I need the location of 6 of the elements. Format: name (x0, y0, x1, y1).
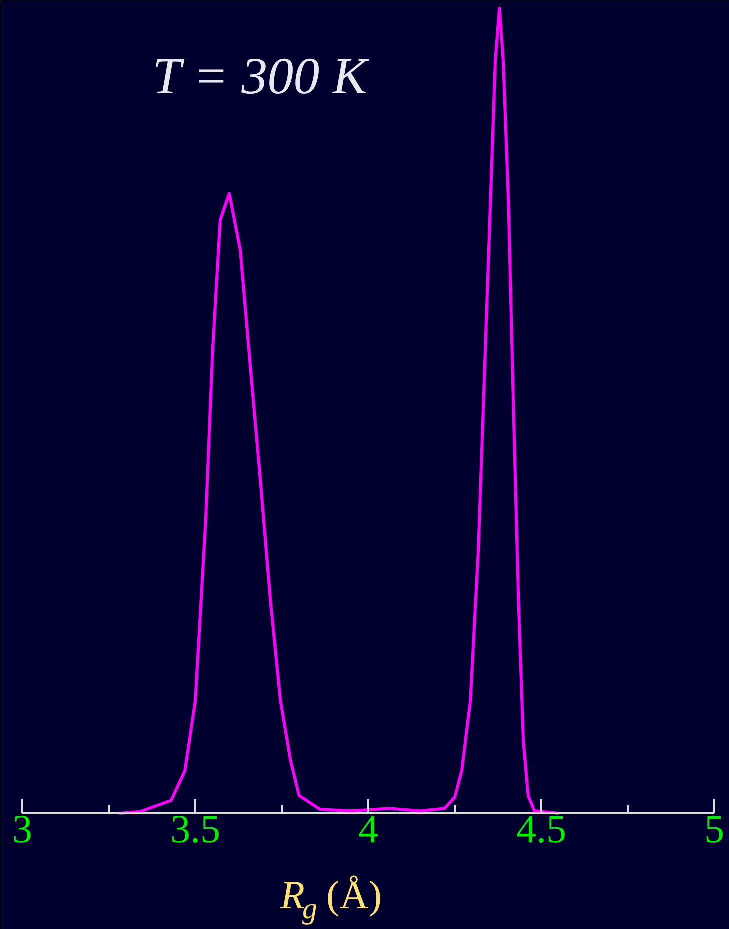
x-tick-label: 3 (12, 806, 32, 852)
x-tick-label: 5 (704, 806, 724, 852)
x-tick-label: 4.5 (516, 806, 566, 852)
x-tick-label: 4 (358, 806, 378, 852)
annotation: T = 300 K (152, 48, 370, 106)
x-tick-label: 3.5 (170, 806, 220, 852)
